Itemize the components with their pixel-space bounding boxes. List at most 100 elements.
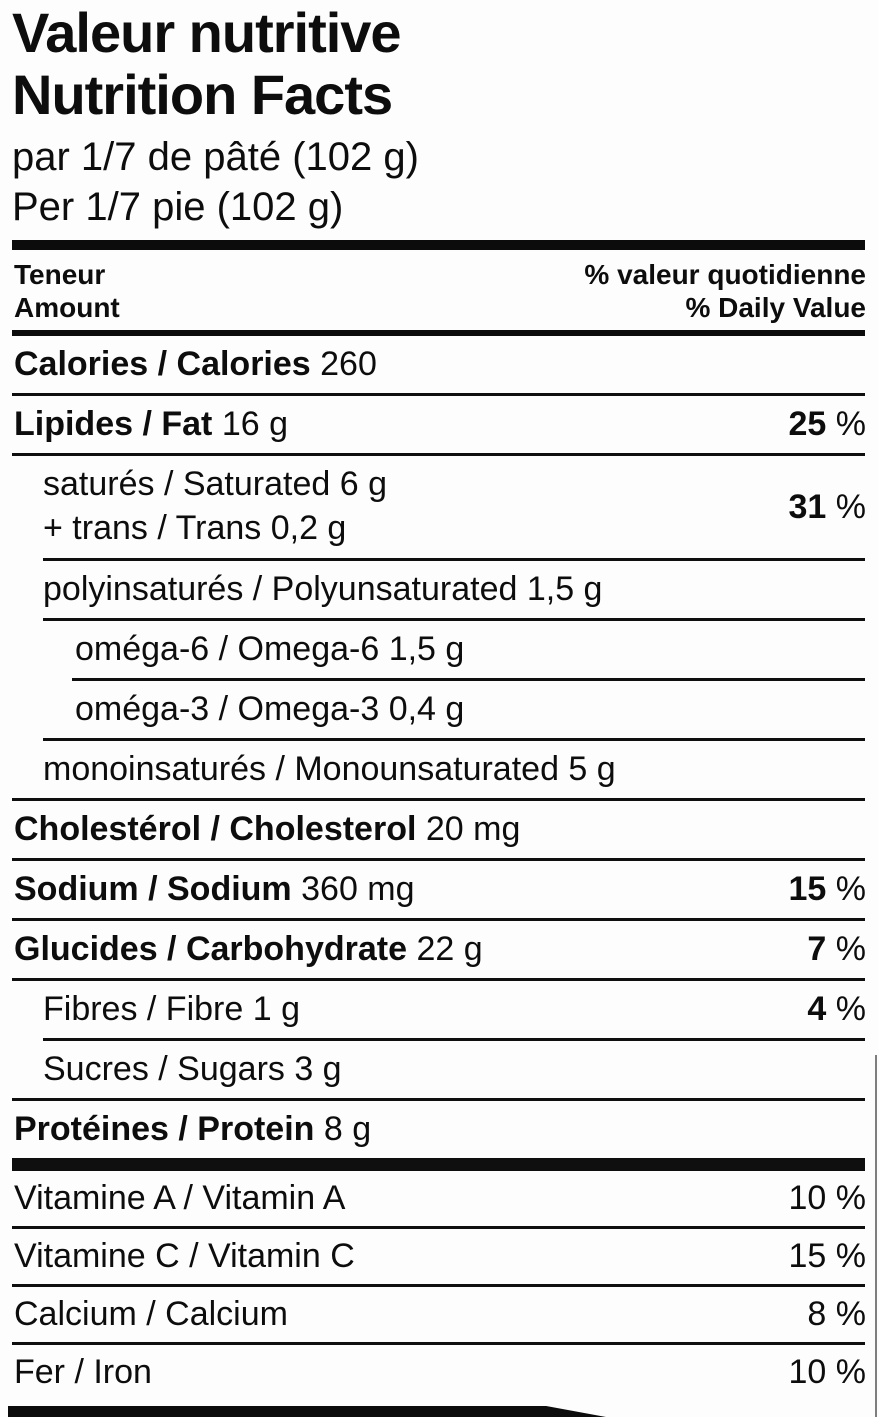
nutrient-row-polyunsaturated: polyinsaturés / Polyunsaturated 1,5 g xyxy=(0,561,879,618)
serving-size-block: par 1/7 de pâté (102 g) Per 1/7 pie (102… xyxy=(12,132,879,232)
nutrient-row-fat: Lipides / Fat 16 g 25 % xyxy=(0,396,879,453)
nutrient-row-saturated-trans: saturés / Saturated 6 g + trans / Trans 0… xyxy=(0,456,879,558)
nutrient-name: Lipides / Fat xyxy=(14,404,213,443)
percent-value: 4 xyxy=(807,990,827,1028)
nutrient-label: Fibres / Fibre 1 g xyxy=(43,988,300,1032)
title-fr: Valeur nutritive xyxy=(12,1,402,64)
thin-rule xyxy=(72,678,865,681)
nutrient-label: polyinsaturés / Polyunsaturated 1,5 g xyxy=(43,568,602,612)
nutrient-label-line: + trans / Trans 0,2 g xyxy=(43,509,347,547)
percent-sign: % xyxy=(835,930,866,968)
thick-rule xyxy=(12,1158,865,1171)
nutrient-label: Calcium / Calcium xyxy=(14,1293,288,1337)
nutrient-label: oméga-6 / Omega-6 1,5 g xyxy=(75,628,464,672)
daily-value-percent: 10 % xyxy=(788,1179,866,1218)
amount-header-en: Amount xyxy=(14,292,120,323)
nutrient-name: Sucres / Sugars 3 g xyxy=(43,1049,342,1088)
nutrient-name: oméga-3 / Omega-3 0,4 g xyxy=(75,689,465,728)
thin-rule xyxy=(43,558,865,561)
nutrient-row-monounsaturated: monoinsaturés / Monounsaturated 5 g xyxy=(0,741,879,798)
percent-value: 10 xyxy=(788,1353,827,1391)
thin-rule xyxy=(12,978,865,981)
nutrient-name: Vitamine C / Vitamin C xyxy=(14,1236,355,1275)
nutrient-name: polyinsaturés / Polyunsaturated 1,5 g xyxy=(43,569,603,608)
nutrient-name: oméga-6 / Omega-6 1,5 g xyxy=(75,629,465,668)
nutrient-name: Calcium / Calcium xyxy=(14,1294,288,1333)
thin-rule xyxy=(43,738,865,741)
daily-value-percent: 25 % xyxy=(788,405,866,444)
nutrient-label: Calories / Calories 260 xyxy=(14,343,377,387)
nutrient-amount: 16 g xyxy=(221,404,288,443)
nutrient-name: Calories / Calories xyxy=(14,344,311,383)
nutrient-label: Sodium / Sodium 360 mg xyxy=(14,868,415,912)
nutrient-label: Sucres / Sugars 3 g xyxy=(43,1048,342,1092)
percent-value: 8 xyxy=(807,1295,827,1333)
nutrient-name: Fibres / Fibre 1 g xyxy=(43,989,300,1028)
nutrient-name: Sodium / Sodium xyxy=(14,869,292,908)
nutrient-row-sodium: Sodium / Sodium 360 mg 15 % xyxy=(0,861,879,918)
thin-rule xyxy=(43,618,865,621)
thin-rule xyxy=(12,858,865,861)
nutrient-row-iron: Fer / Iron 10 % xyxy=(0,1345,879,1400)
nutrient-row-fibre: Fibres / Fibre 1 g 4 % xyxy=(0,981,879,1038)
thin-rule xyxy=(12,1098,865,1101)
thin-rule xyxy=(12,453,865,456)
nutrient-rows: Calories / Calories 260 Lipides / Fat 16 … xyxy=(0,336,879,1400)
nutrient-row-omega-6: oméga-6 / Omega-6 1,5 g xyxy=(0,621,879,678)
nutrient-amount: 260 xyxy=(320,344,377,383)
title-en: Nutrition Facts xyxy=(12,63,393,126)
nutrient-name: monoinsaturés / Monounsaturated 5 g xyxy=(43,749,616,788)
percent-value: 31 xyxy=(788,487,827,526)
nutrient-row-sugars: Sucres / Sugars 3 g xyxy=(0,1041,879,1098)
percent-sign: % xyxy=(835,1353,866,1391)
percent-sign: % xyxy=(835,870,866,908)
nutrient-label: oméga-3 / Omega-3 0,4 g xyxy=(75,688,464,732)
nutrient-row-calcium: Calcium / Calcium 8 % xyxy=(0,1287,879,1342)
daily-value-percent: 15 % xyxy=(788,1237,866,1276)
nutrient-label: Vitamine C / Vitamin C xyxy=(14,1235,355,1279)
daily-value-percent: 8 % xyxy=(807,1295,866,1334)
nutrient-label: Vitamine A / Vitamin A xyxy=(14,1177,345,1221)
nutrient-name: Protéines / Protein xyxy=(14,1109,315,1148)
daily-value-percent: 4 % xyxy=(807,990,866,1029)
nutrient-row-calories: Calories / Calories 260 xyxy=(0,336,879,393)
daily-value-header-fr: % valeur quotidienne xyxy=(584,259,866,290)
nutrient-amount: 22 g xyxy=(416,929,483,968)
nutrient-amount: 8 g xyxy=(323,1109,372,1148)
nutrient-name: Glucides / Carbohydrate xyxy=(14,929,407,968)
percent-value: 10 xyxy=(788,1179,827,1217)
nutrient-label: Cholestérol / Cholesterol 20 mg xyxy=(14,808,520,852)
header-rule xyxy=(12,330,865,336)
nutrient-amount: 20 mg xyxy=(425,809,521,848)
percent-value: 25 xyxy=(788,405,827,443)
nutrient-name: Vitamine A / Vitamin A xyxy=(14,1178,346,1217)
nutrient-amount: 360 mg xyxy=(301,869,415,908)
bottom-rule xyxy=(8,1406,606,1417)
nutrient-label: Glucides / Carbohydrate 22 g xyxy=(14,928,483,972)
thin-rule xyxy=(12,798,865,801)
percent-sign: % xyxy=(835,1179,866,1217)
daily-value-header: % valeur quotidienne % Daily Value xyxy=(584,258,866,324)
nutrient-label: saturés / Saturated 6 g + trans / Trans 0… xyxy=(43,463,387,550)
thin-rule xyxy=(12,1342,865,1345)
amount-daily-value-header: Teneur Amount % valeur quotidienne % Dai… xyxy=(0,250,879,330)
serving-size-en: Per 1/7 pie (102 g) xyxy=(12,185,344,229)
nutrient-row-protein: Protéines / Protein 8 g xyxy=(0,1101,879,1158)
daily-value-percent: 15 % xyxy=(788,870,866,909)
amount-header: Teneur Amount xyxy=(14,258,120,324)
nutrient-name: Cholestérol / Cholesterol xyxy=(14,809,417,848)
top-rule xyxy=(12,240,865,250)
nutrient-label: Protéines / Protein 8 g xyxy=(14,1108,371,1152)
percent-sign: % xyxy=(835,990,866,1028)
thin-rule xyxy=(12,1284,865,1287)
percent-value: 15 xyxy=(788,870,827,908)
label-right-border xyxy=(875,1055,877,1417)
nutrient-row-omega-3: oméga-3 / Omega-3 0,4 g xyxy=(0,681,879,738)
percent-value: 15 xyxy=(788,1237,827,1275)
thin-rule xyxy=(12,918,865,921)
nutrient-row-cholesterol: Cholestérol / Cholesterol 20 mg xyxy=(0,801,879,858)
percent-sign: % xyxy=(835,487,866,526)
thin-rule xyxy=(12,393,865,396)
daily-value-percent: 31 % xyxy=(788,488,866,527)
